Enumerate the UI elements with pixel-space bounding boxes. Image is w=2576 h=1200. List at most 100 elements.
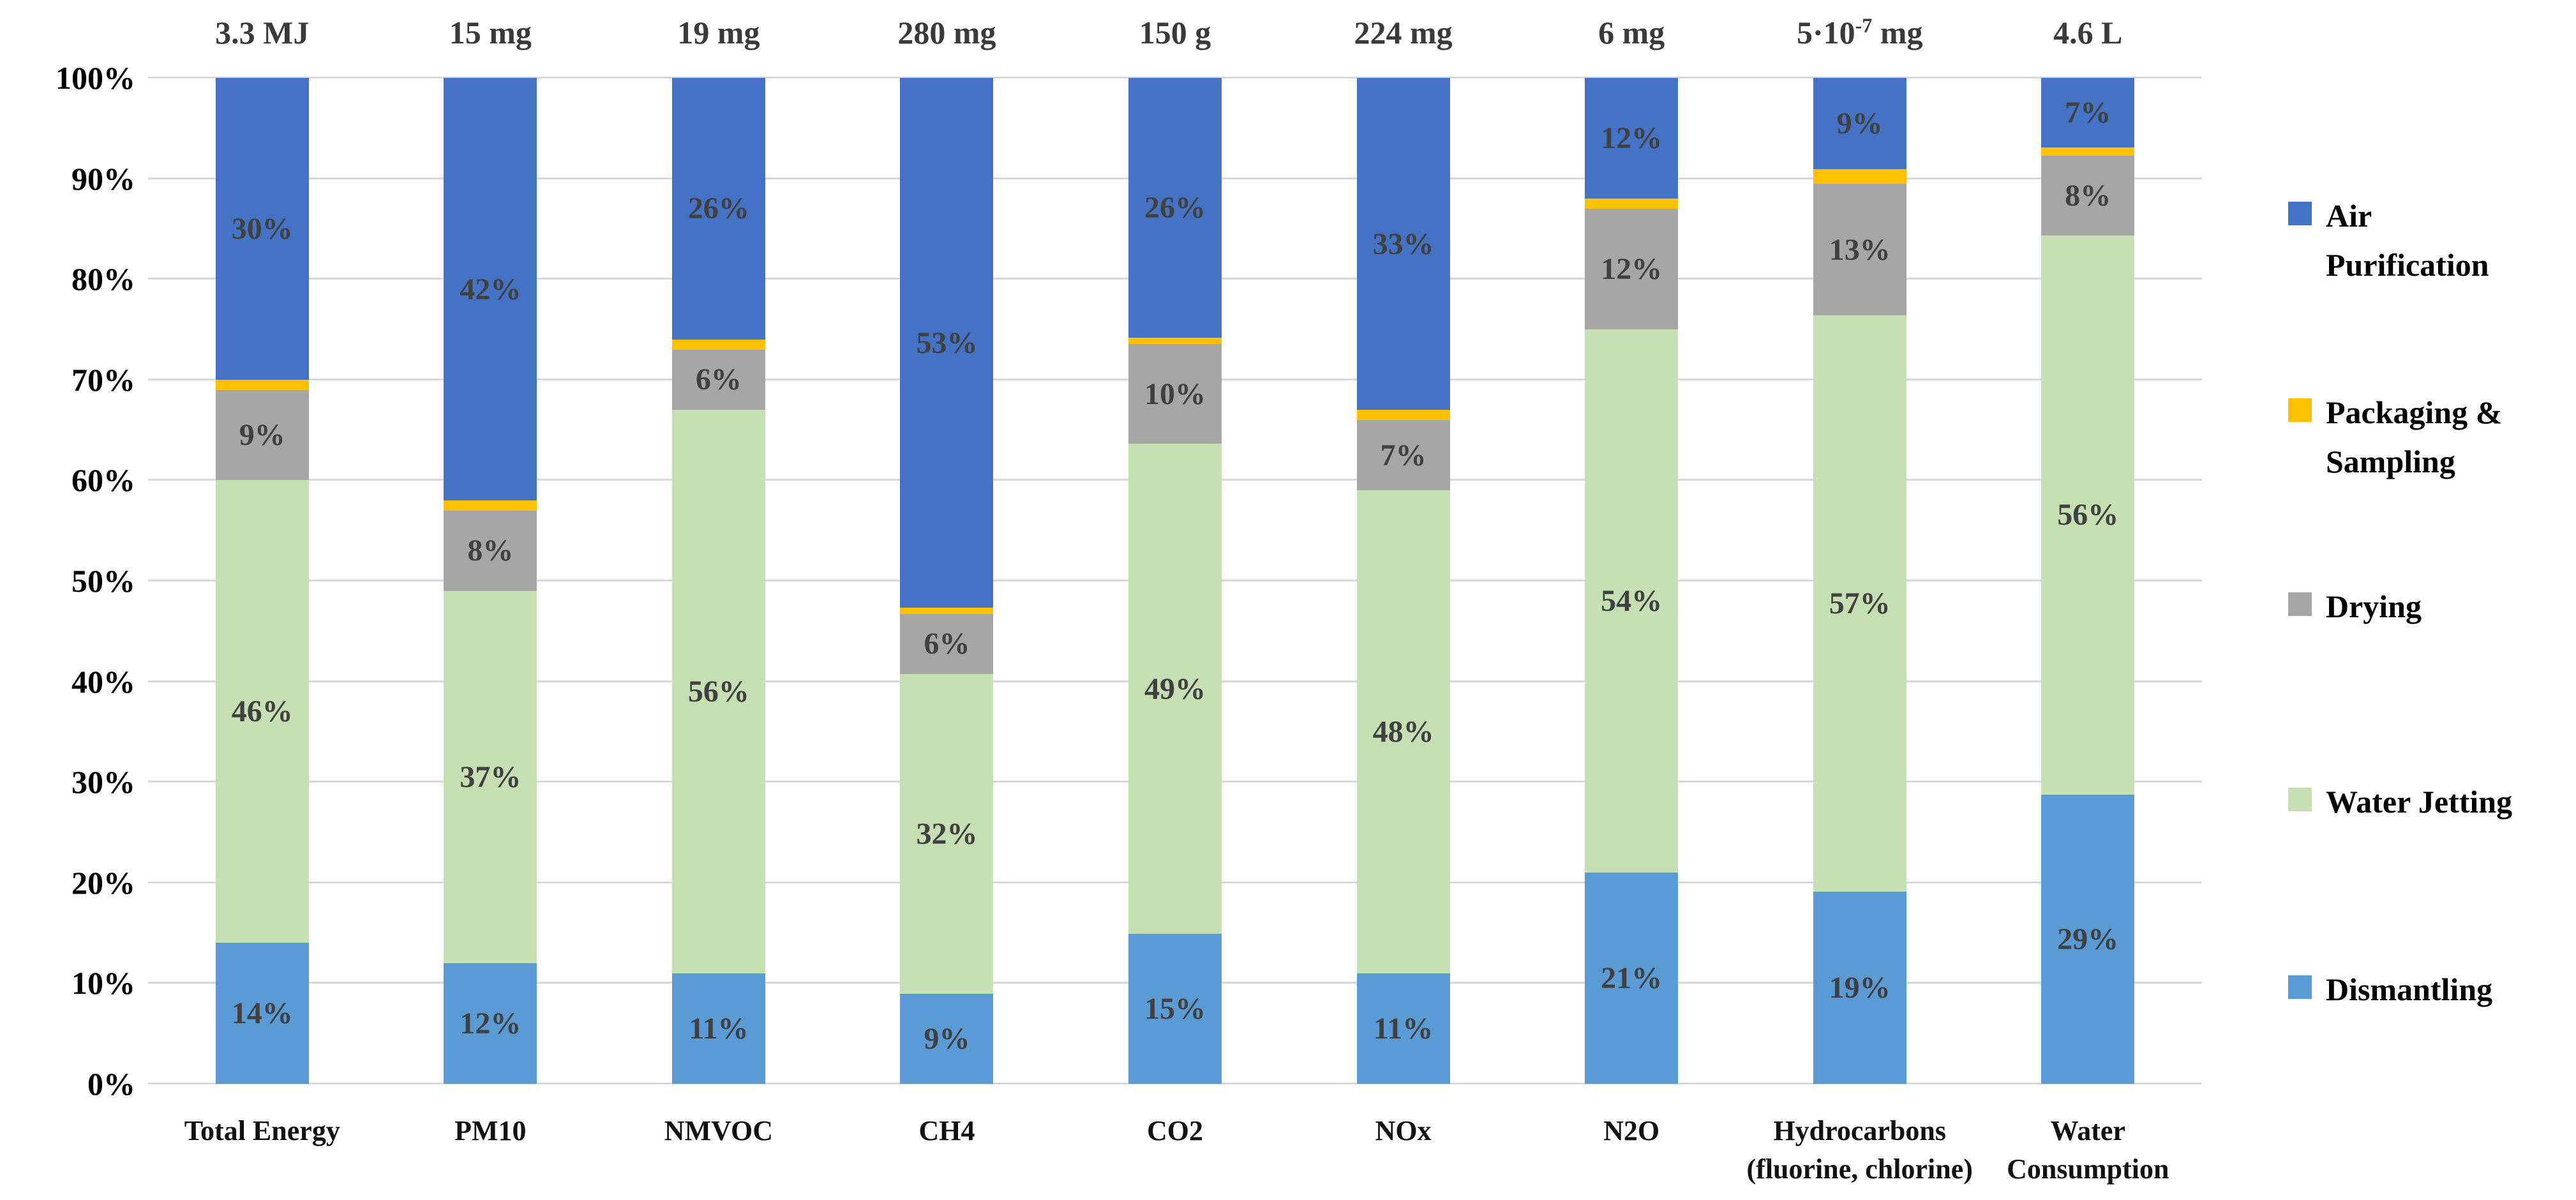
y-tick-label: 80% xyxy=(71,261,135,297)
bar-total-label: 224 mg xyxy=(1354,15,1453,50)
segment-value-label: 49% xyxy=(1144,671,1206,706)
bar-total-label: 6 mg xyxy=(1598,15,1665,50)
x-axis-category-label: Total Energy xyxy=(148,1112,377,1189)
segment-value-label: 42% xyxy=(460,272,521,306)
segment-value-label: 8% xyxy=(467,534,514,568)
bar-segment-water-jetting: 56% xyxy=(2041,236,2135,795)
bar-segment-packaging-sampling xyxy=(671,339,765,350)
bar-slot-Total Energy: 14% 46% 9% 30% xyxy=(148,78,377,1084)
bar-segment-packaging-sampling xyxy=(1128,338,1222,344)
bar-segment-dismantling: 19% xyxy=(1813,892,1906,1084)
bar-segment-water-jetting: 49% xyxy=(1128,444,1222,934)
legend-item-air-purification: Air Purification xyxy=(2288,191,2489,290)
bar-total-label: 15 mg xyxy=(449,15,532,50)
legend-item-water-jetting: Water Jetting xyxy=(2288,777,2512,827)
bar-segment-drying: 12% xyxy=(1585,208,1679,330)
legend-color-swatch xyxy=(2288,592,2312,616)
x-axis-category-label: PM10 xyxy=(377,1112,605,1189)
legend: Air Purification Packaging & Sampling Drying… xyxy=(2288,0,2576,1200)
segment-value-label: 15% xyxy=(1144,992,1206,1026)
y-tick-label: 40% xyxy=(71,663,135,700)
legend-item-label: Air Purification xyxy=(2326,191,2489,290)
segment-value-label: 32% xyxy=(916,816,978,851)
bar-segment-air-purification: 30% xyxy=(215,78,309,380)
bar-segment-packaging-sampling xyxy=(2041,147,2135,156)
segment-value-label: 6% xyxy=(924,627,970,661)
segment-value-label: 12% xyxy=(1601,251,1663,286)
segment-value-label: 11% xyxy=(1373,1011,1434,1046)
bar-slot-Hydrocarbons (fluorine, chlorine): 19% 57% 13% 9% xyxy=(1746,78,1974,1084)
bar-segment-dismantling: 14% xyxy=(215,943,309,1084)
x-axis-category-label: CO2 xyxy=(1061,1112,1289,1189)
bar-segment-dismantling: 12% xyxy=(444,963,537,1084)
bar-segment-water-jetting: 37% xyxy=(444,590,537,963)
bar-segment-drying: 7% xyxy=(1356,419,1450,491)
segment-value-label: 46% xyxy=(231,694,293,729)
bar-slot-PM10: 12% 37% 8% 42% xyxy=(377,78,605,1084)
segment-value-label: 30% xyxy=(231,211,293,246)
segment-value-label: 21% xyxy=(1601,961,1663,996)
legend-item-label: Dismantling xyxy=(2326,965,2492,1014)
stacked-bar: 11% 56% 6% 26% xyxy=(671,78,765,1084)
x-axis-label-line: Water xyxy=(2050,1115,2125,1146)
segment-value-label: 57% xyxy=(1829,587,1891,621)
y-tick-label: 0% xyxy=(87,1066,135,1102)
bar-segment-packaging-sampling xyxy=(1813,169,1906,184)
bar-segment-drying: 9% xyxy=(215,389,309,481)
y-tick-label: 50% xyxy=(71,563,135,599)
bar-segment-air-purification: 53% xyxy=(900,78,994,608)
segment-value-label: 9% xyxy=(239,418,285,452)
segment-value-label: 12% xyxy=(460,1006,521,1040)
bar-slot-CO2: 15% 49% 10% 26% xyxy=(1061,78,1289,1084)
segment-value-label: 9% xyxy=(1836,106,1883,140)
x-axis-label-line: NOx xyxy=(1375,1115,1432,1146)
segment-value-label: 6% xyxy=(695,363,742,397)
legend-label-line: Air xyxy=(2326,198,2372,234)
x-axis-category-label: Water Consumption xyxy=(1974,1112,2203,1189)
bar-segment-water-jetting: 46% xyxy=(215,480,309,943)
bar-segment-air-purification: 26% xyxy=(671,78,765,340)
segment-value-label: 12% xyxy=(1601,121,1663,156)
bar-slot-Water Consumption: 29% 56% 8% 7% xyxy=(1974,78,2203,1084)
segment-value-label: 13% xyxy=(1829,232,1891,267)
segment-value-label: 19% xyxy=(1829,971,1891,1005)
bar-segment-water-jetting: 56% xyxy=(671,410,765,973)
legend-label-line: Water Jetting xyxy=(2326,784,2513,820)
bar-segment-drying: 13% xyxy=(1813,184,1906,316)
bar-segment-dismantling: 21% xyxy=(1585,873,1679,1084)
bar-segment-water-jetting: 54% xyxy=(1585,329,1679,873)
bar-segment-drying: 10% xyxy=(1128,343,1222,444)
plot-area: 14% 46% 9% 30% 12% 37% 8% 42% 11% 56% 6% 26% 9% 32% 6%… xyxy=(148,77,2202,1084)
bar-slot-NOx: 11% 48% 7% 33% xyxy=(1289,78,1518,1084)
stacked-bar: 12% 37% 8% 42% xyxy=(444,78,537,1084)
stacked-bar: 29% 56% 8% 7% xyxy=(2041,78,2135,1084)
bar-segment-dismantling: 15% xyxy=(1128,934,1222,1084)
stacked-bar: 11% 48% 7% 33% xyxy=(1356,78,1450,1084)
bar-slot-NMVOC: 11% 56% 6% 26% xyxy=(604,78,833,1084)
segment-value-label: 37% xyxy=(460,760,521,794)
x-axis-category-label: NMVOC xyxy=(604,1112,833,1189)
segment-value-label: 53% xyxy=(916,326,978,360)
segment-value-label: 48% xyxy=(1372,714,1434,749)
y-tick-label: 100% xyxy=(56,60,135,96)
y-tick-label: 60% xyxy=(71,462,135,499)
bar-slot-N2O: 21% 54% 12% 12% xyxy=(1517,78,1746,1084)
bar-segment-dismantling: 11% xyxy=(671,973,765,1084)
y-tick-label: 10% xyxy=(71,965,135,1001)
bar-segment-drying: 6% xyxy=(671,349,765,410)
bar-total-label: 150 g xyxy=(1139,15,1211,50)
bar-slots: 14% 46% 9% 30% 12% 37% 8% 42% 11% 56% 6% 26% 9% 32% 6%… xyxy=(148,78,2202,1084)
bar-slot-CH4: 9% 32% 6% 53% xyxy=(833,78,1061,1084)
bar-segment-packaging-sampling xyxy=(444,500,537,511)
legend-color-swatch xyxy=(2288,788,2312,811)
stacked-bar: 15% 49% 10% 26% xyxy=(1128,78,1222,1084)
y-tick-label: 20% xyxy=(71,864,135,901)
legend-color-swatch xyxy=(2288,398,2312,422)
bar-segment-drying: 6% xyxy=(900,613,994,674)
legend-label-line: Sampling xyxy=(2326,444,2455,479)
bar-segment-dismantling: 11% xyxy=(1356,973,1450,1084)
x-axis-label-line: CH4 xyxy=(918,1115,975,1146)
bar-segment-air-purification: 9% xyxy=(1813,78,1906,169)
bar-segment-air-purification: 12% xyxy=(1585,78,1679,199)
